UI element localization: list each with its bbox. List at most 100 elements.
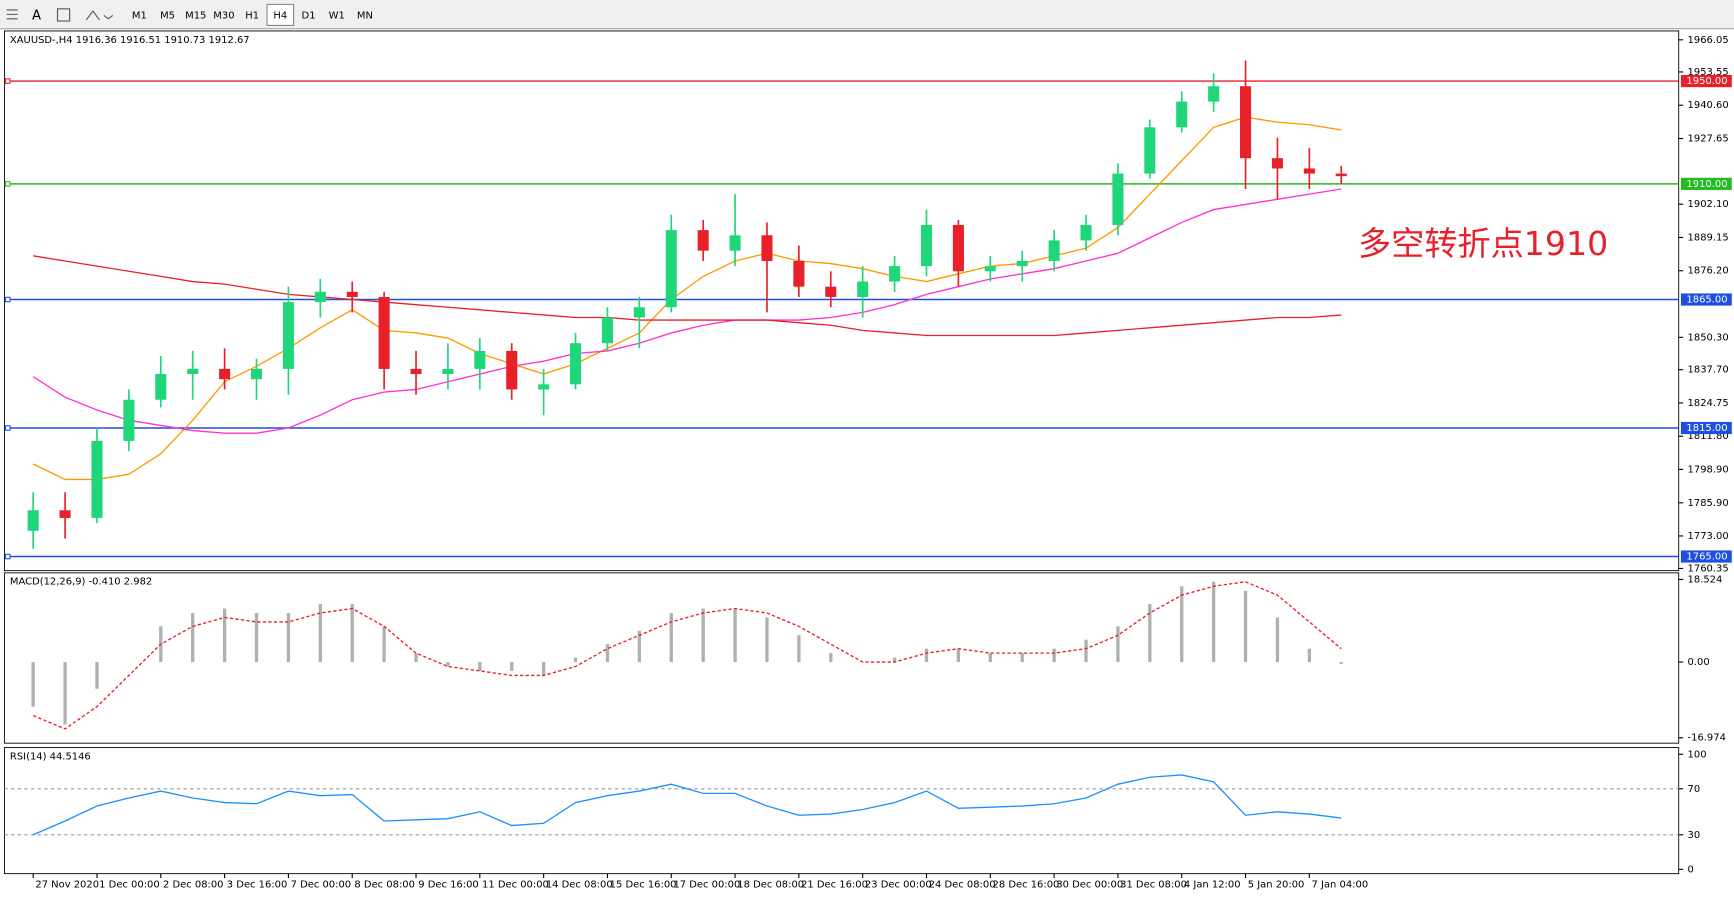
candle-body [506, 350, 518, 390]
y-tick-label: 1876.20 [1688, 266, 1729, 277]
level-tag [1680, 550, 1732, 563]
candle-body [1112, 173, 1124, 225]
y-tick-label: 1760.35 [1688, 563, 1729, 574]
y-tick-label: 1953.55 [1688, 67, 1729, 78]
candle-body [601, 317, 613, 344]
font-button[interactable]: A [32, 8, 41, 23]
x-tick-label: 15 Dec 16:00 [610, 880, 677, 891]
x-tick-label: 28 Dec 16:00 [993, 880, 1060, 891]
y-tick-label: 1850.30 [1688, 332, 1729, 343]
x-tick-label: 31 Dec 08:00 [1120, 880, 1187, 891]
timeframe-button[interactable]: M5 [160, 10, 175, 21]
candle-body [1080, 224, 1092, 241]
timeframe-button[interactable]: M30 [213, 10, 234, 21]
x-tick-label: 18 Dec 08:00 [737, 880, 804, 891]
candle-body [793, 260, 805, 287]
candle-body [1271, 158, 1283, 169]
candle-body [1176, 101, 1188, 128]
x-tick-label: 1 Dec 00:00 [99, 880, 160, 891]
level-tag-label: 1950.00 [1686, 76, 1727, 87]
candle-body [729, 235, 741, 251]
candle-body [1208, 86, 1220, 102]
y-tick-label: 18.524 [1688, 574, 1723, 585]
level-marker [4, 181, 11, 187]
candle-body [378, 296, 390, 369]
objects-icon[interactable] [85, 10, 114, 21]
timeframe-button[interactable]: H1 [245, 10, 259, 21]
level-tag-label: 1815.00 [1686, 423, 1727, 434]
timeframe-button[interactable]: D1 [302, 10, 316, 21]
timeframe-button[interactable]: M1 [132, 10, 147, 21]
x-tick-label: 17 Dec 00:00 [673, 880, 740, 891]
x-tick-label: 8 Dec 08:00 [354, 880, 415, 891]
panel-frame [3, 747, 1680, 875]
x-tick-label: 7 Jan 04:00 [1312, 880, 1369, 891]
level-marker [4, 425, 11, 431]
candle-body [123, 399, 135, 441]
level-tag-label: 1765.00 [1686, 552, 1727, 563]
y-tick-label: 1927.65 [1688, 134, 1729, 145]
candle-body [219, 368, 231, 380]
timeframe-button[interactable]: M15 [185, 10, 206, 21]
candle-body [27, 510, 39, 531]
y-tick-label: 30 [1688, 830, 1701, 841]
x-tick-label: 4 Jan 12:00 [1184, 880, 1241, 891]
level-tag-label: 1865.00 [1686, 295, 1727, 306]
x-tick-label: 5 Jan 20:00 [1248, 880, 1305, 891]
x-tick-label: 14 Dec 08:00 [546, 880, 613, 891]
candle-body [187, 368, 199, 375]
crosshair-icon[interactable] [6, 9, 18, 20]
candle-body [570, 343, 582, 385]
candle-body [984, 266, 996, 272]
y-tick-label: 1811.80 [1688, 431, 1729, 442]
level-tag [1680, 74, 1732, 88]
candle-body [282, 302, 294, 369]
toolbar [0, 0, 1734, 29]
candle-body [665, 230, 677, 308]
candle-body [538, 384, 550, 390]
candle-body [474, 350, 486, 369]
candle-body [1048, 240, 1060, 261]
y-tick-label: 0.00 [1688, 657, 1710, 668]
active-timeframe [266, 3, 295, 26]
candle-body [314, 291, 326, 303]
x-tick-label: 30 Dec 00:00 [1056, 880, 1123, 891]
annotation: 多空转折点1910 [1358, 224, 1608, 263]
candle-body [155, 374, 167, 400]
moving-average [32, 188, 1342, 434]
candle-body [1303, 168, 1315, 174]
candle-body [1335, 173, 1347, 177]
timeframe-button[interactable]: W1 [329, 10, 345, 21]
timeframe-button[interactable]: MN [357, 10, 373, 21]
x-tick-label: 2 Dec 08:00 [163, 880, 224, 891]
moving-average [33, 255, 1342, 337]
x-tick-label: 23 Dec 00:00 [865, 880, 932, 891]
rsi-line [32, 774, 1342, 836]
timeframe-button[interactable]: H4 [273, 10, 287, 21]
level-tag-label: 1910.00 [1686, 179, 1727, 190]
text-icon[interactable] [56, 8, 71, 22]
candle-body [889, 266, 901, 282]
candle-body [633, 307, 645, 318]
x-tick-label: 3 Dec 16:00 [227, 880, 288, 891]
y-tick-label: 1940.60 [1688, 100, 1729, 111]
y-tick-label: 1785.90 [1688, 498, 1729, 509]
candle-body [857, 281, 869, 297]
candle-body [825, 286, 837, 297]
panel-title: MACD(12,26,9) -0.410 2.982 [10, 577, 152, 588]
candle-body [697, 230, 709, 251]
chart-window [1, 30, 1733, 898]
level-marker [4, 553, 11, 560]
panel-frame [3, 30, 1680, 572]
y-tick-label: 1798.90 [1688, 464, 1729, 475]
candle-body [1016, 260, 1028, 267]
x-tick-label: 7 Dec 00:00 [291, 880, 352, 891]
candle-body [410, 368, 422, 375]
candle-body [1144, 127, 1156, 174]
level-tag [1680, 293, 1732, 306]
y-tick-label: 100 [1688, 749, 1707, 760]
x-tick-label: 27 Nov 2020 [35, 880, 99, 891]
y-tick-label: 1902.10 [1688, 199, 1729, 210]
x-tick-label: 21 Dec 16:00 [801, 880, 868, 891]
x-tick-label: 11 Dec 00:00 [482, 880, 549, 891]
